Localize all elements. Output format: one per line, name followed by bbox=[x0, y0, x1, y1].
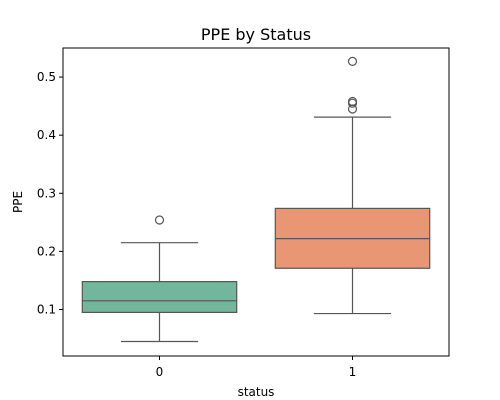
y-tick-label: 0.1 bbox=[37, 303, 56, 317]
x-axis-label: status bbox=[238, 385, 275, 399]
plot-frame bbox=[62, 47, 450, 357]
y-tick-label: 0.3 bbox=[37, 186, 56, 200]
plot-area bbox=[81, 56, 431, 343]
box-iqr bbox=[81, 281, 238, 314]
box-group-0 bbox=[81, 215, 238, 343]
x-tick-label: 1 bbox=[349, 365, 357, 379]
box-group-1 bbox=[274, 56, 431, 315]
outlier-point bbox=[154, 215, 165, 225]
outlier-point bbox=[347, 96, 358, 107]
y-tick-label: 0.4 bbox=[37, 128, 56, 142]
x-tick-label: 0 bbox=[156, 365, 164, 379]
outlier-point bbox=[347, 56, 358, 66]
y-tick-label: 0.2 bbox=[37, 244, 56, 258]
chart-title: PPE by Status bbox=[201, 25, 311, 44]
y-tick-label: 0.5 bbox=[37, 70, 56, 84]
y-axis-label: PPE bbox=[11, 191, 25, 213]
